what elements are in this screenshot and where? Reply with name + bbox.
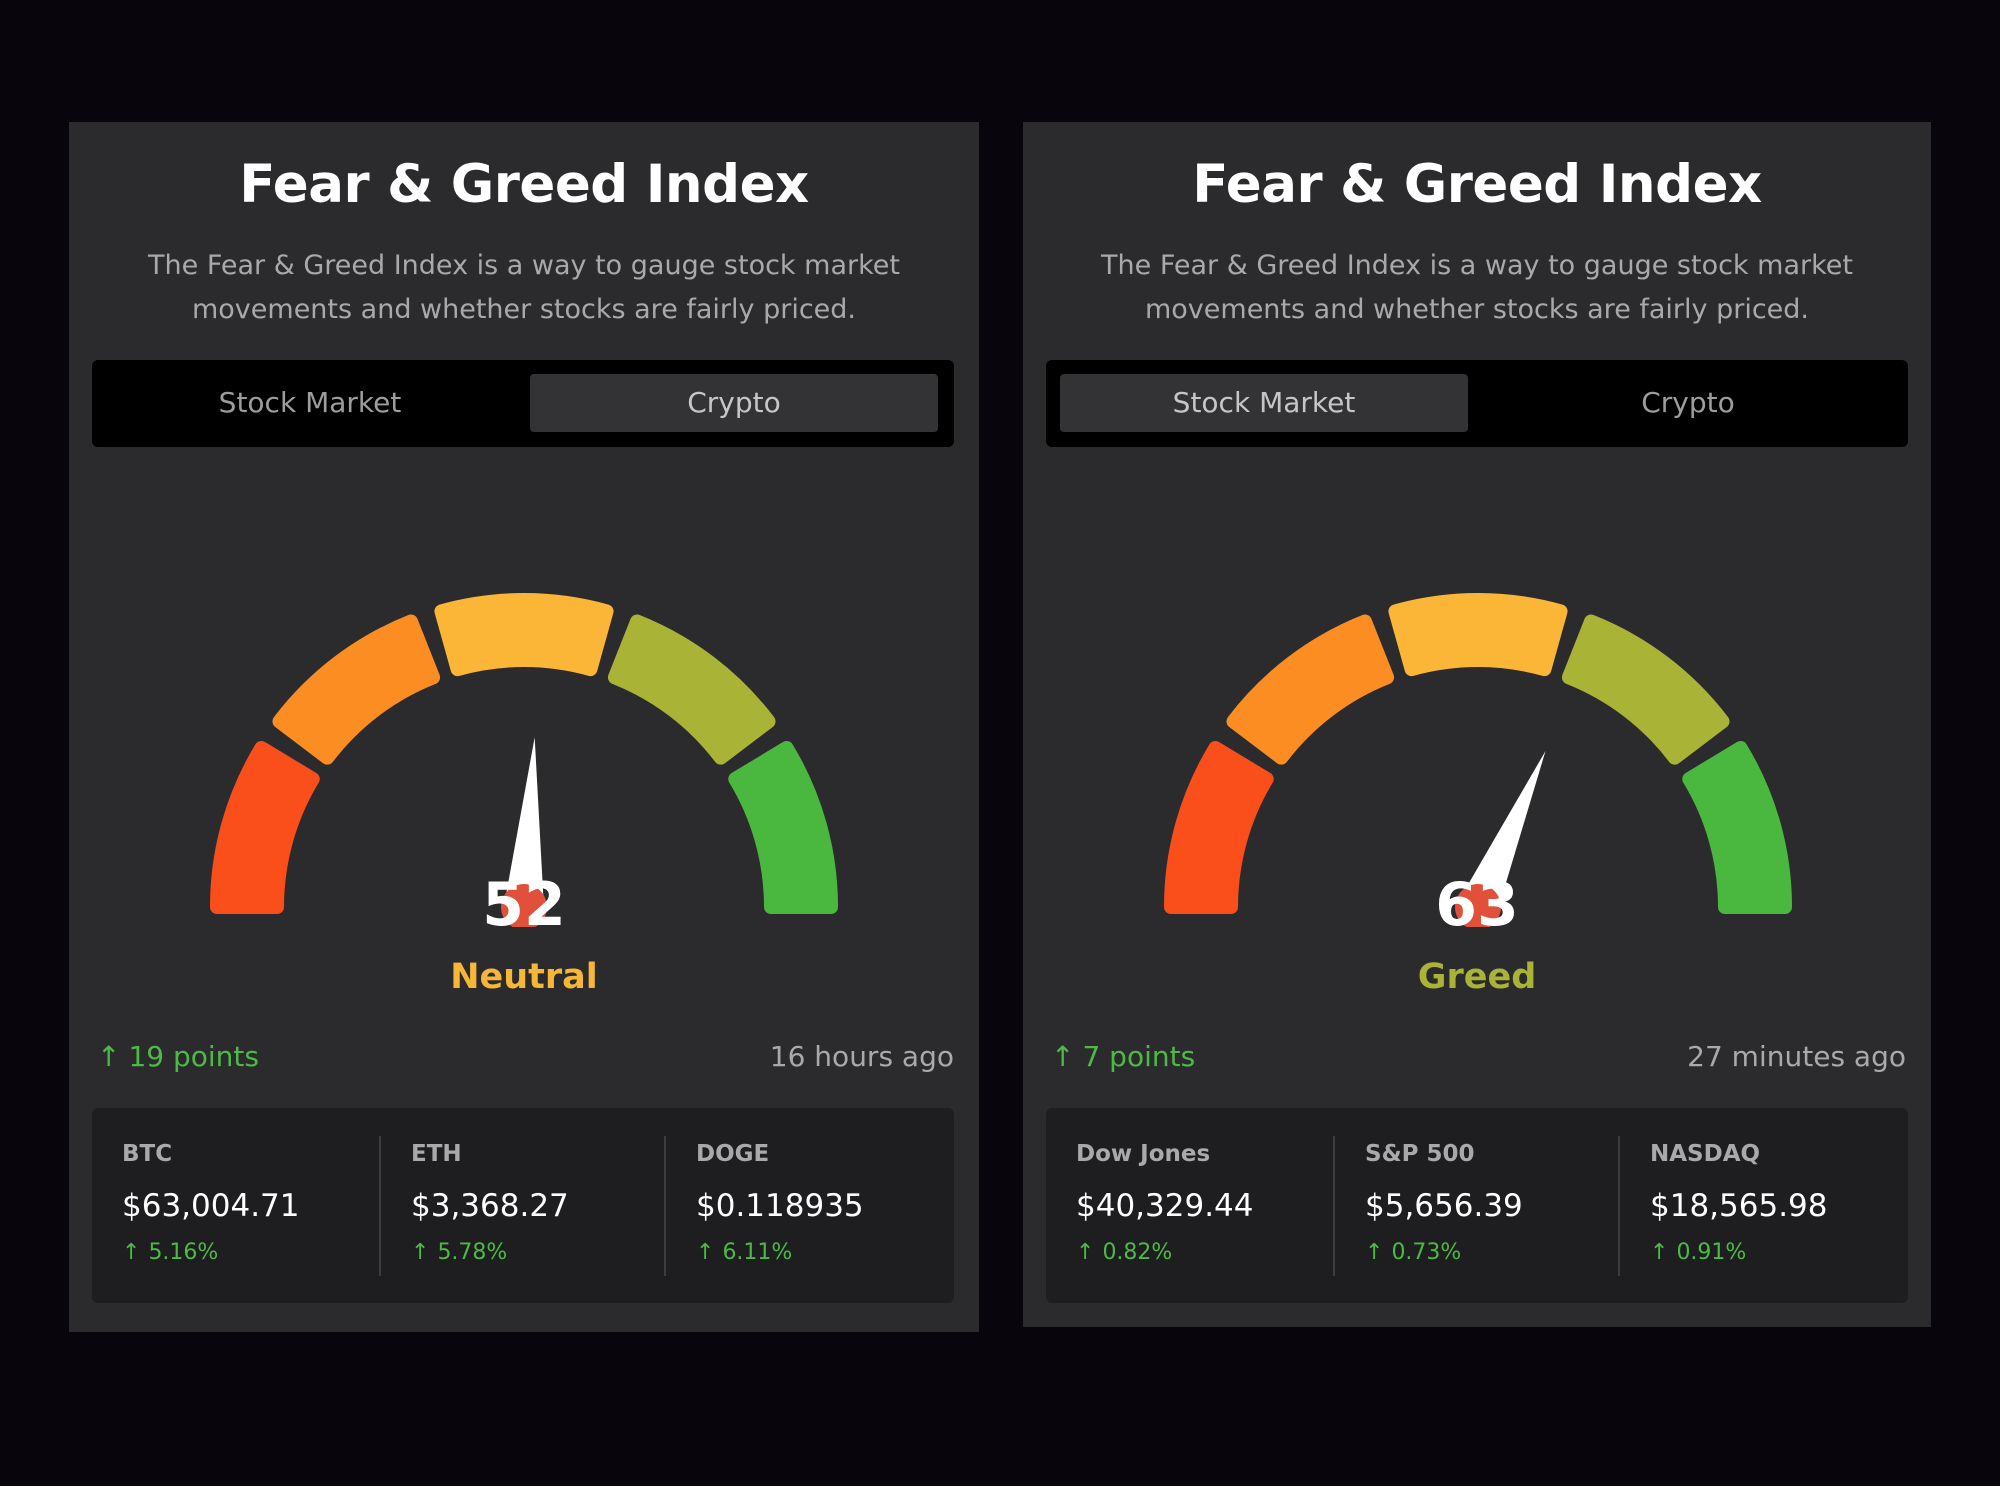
- gauge-needle-hub: [501, 884, 547, 927]
- market-tabs: Stock Market Crypto: [92, 360, 954, 447]
- ticker-panel: BTC $63,004.71 ↑ 5.16% ETH $3,368.27 ↑ 5.7…: [92, 1108, 954, 1303]
- ticker-price: $3,368.27: [411, 1188, 569, 1224]
- ticker-item: BTC $63,004.71 ↑ 5.16%: [92, 1108, 379, 1303]
- ticker-change: ↑ 5.78%: [411, 1238, 507, 1268]
- ticker-change-value: 5.78%: [437, 1240, 508, 1265]
- gauge-svg: [210, 593, 838, 927]
- card-title: Fear & Greed Index: [1192, 154, 1762, 215]
- last-updated: 16 hours ago: [769, 1040, 954, 1073]
- gauge-segment-extreme-greed: [1682, 740, 1792, 914]
- points-change: ↑ 7 points: [1051, 1037, 1195, 1077]
- gauge-segment-neutral: [434, 593, 614, 677]
- ticker-symbol: ETH: [411, 1141, 462, 1167]
- gauge-segment-extreme-fear: [210, 740, 320, 914]
- index-sentiment-label: Neutral: [450, 957, 598, 997]
- arrow-up-icon: ↑: [1365, 1240, 1384, 1265]
- gauge-segment-fear: [272, 614, 441, 765]
- tab-stock-market[interactable]: Stock Market: [218, 386, 402, 419]
- arrow-up-icon: ↑: [411, 1240, 430, 1265]
- fear-greed-gauge: [69, 487, 979, 927]
- last-updated: 27 minutes ago: [1687, 1040, 1906, 1073]
- ticker-change: ↑ 0.91%: [1650, 1238, 1746, 1268]
- ticker-change: ↑ 0.73%: [1365, 1238, 1461, 1268]
- arrow-up-icon: ↑: [97, 1040, 121, 1073]
- tab-stock-market[interactable]: Stock Market: [1060, 374, 1468, 432]
- ticker-price: $63,004.71: [122, 1188, 300, 1224]
- ticker-symbol: BTC: [122, 1141, 173, 1167]
- points-change: ↑ 19 points: [97, 1037, 259, 1077]
- ticker-item: Dow Jones $40,329.44 ↑ 0.82%: [1046, 1108, 1333, 1303]
- ticker-item: NASDAQ $18,565.98 ↑ 0.91%: [1618, 1136, 1905, 1276]
- fear-greed-gauge: [1023, 487, 1933, 927]
- arrow-up-icon: ↑: [1650, 1240, 1669, 1265]
- gauge-segment-extreme-fear: [1164, 740, 1274, 914]
- card-title: Fear & Greed Index: [239, 154, 809, 215]
- ticker-item: ETH $3,368.27 ↑ 5.78%: [379, 1136, 666, 1276]
- arrow-up-icon: ↑: [696, 1240, 715, 1265]
- fear-greed-card-crypto: Fear & Greed Index The Fear & Greed Inde…: [69, 122, 979, 1332]
- ticker-item: DOGE $0.118935 ↑ 6.11%: [664, 1136, 951, 1276]
- ticker-change: ↑ 0.82%: [1076, 1238, 1172, 1268]
- arrow-up-icon: ↑: [122, 1240, 141, 1265]
- card-description: The Fear & Greed Index is a way to gauge…: [1101, 250, 1853, 325]
- ticker-change: ↑ 6.11%: [696, 1238, 792, 1268]
- gauge-svg: [1164, 593, 1792, 927]
- index-value: 52: [482, 870, 566, 940]
- index-value: 63: [1435, 870, 1519, 940]
- gauge-needle: [1459, 750, 1546, 915]
- market-tabs: Stock Market Crypto: [1046, 360, 1908, 447]
- ticker-panel: Dow Jones $40,329.44 ↑ 0.82% S&P 500 $5,6…: [1046, 1108, 1908, 1303]
- tab-crypto[interactable]: Crypto: [530, 374, 938, 432]
- gauge-segment-greed: [607, 614, 776, 765]
- ticker-price: $40,329.44: [1076, 1188, 1254, 1224]
- ticker-symbol: DOGE: [696, 1141, 770, 1167]
- ticker-change-value: 0.91%: [1676, 1240, 1747, 1265]
- gauge-segment-extreme-greed: [728, 740, 838, 914]
- fear-greed-card-stock-market: Fear & Greed Index The Fear & Greed Inde…: [1023, 122, 1931, 1327]
- ticker-change-value: 0.82%: [1102, 1240, 1173, 1265]
- index-sentiment-label: Greed: [1417, 957, 1537, 997]
- ticker-price: $18,565.98: [1650, 1188, 1828, 1224]
- ticker-change-value: 5.16%: [148, 1240, 219, 1265]
- points-change-text: 19 points: [128, 1040, 259, 1073]
- ticker-price: $0.118935: [696, 1188, 864, 1224]
- ticker-price: $5,656.39: [1365, 1188, 1523, 1224]
- ticker-change-value: 0.73%: [1391, 1240, 1462, 1265]
- arrow-up-icon: ↑: [1051, 1040, 1075, 1073]
- card-description: The Fear & Greed Index is a way to gauge…: [148, 250, 900, 325]
- gauge-segment-greed: [1561, 614, 1730, 765]
- ticker-symbol: NASDAQ: [1650, 1141, 1761, 1167]
- gauge-segment-neutral: [1388, 593, 1568, 677]
- gauge-segment-fear: [1226, 614, 1395, 765]
- ticker-change-value: 6.11%: [722, 1240, 793, 1265]
- gauge-needle-hub: [1455, 884, 1501, 927]
- ticker-item: S&P 500 $5,656.39 ↑ 0.73%: [1333, 1136, 1620, 1276]
- ticker-symbol: Dow Jones: [1076, 1141, 1211, 1167]
- arrow-up-icon: ↑: [1076, 1240, 1095, 1265]
- gauge-needle: [504, 737, 544, 909]
- tab-crypto[interactable]: Crypto: [1641, 386, 1735, 419]
- ticker-symbol: S&P 500: [1365, 1141, 1475, 1167]
- ticker-change: ↑ 5.16%: [122, 1238, 218, 1268]
- points-change-text: 7 points: [1082, 1040, 1196, 1073]
